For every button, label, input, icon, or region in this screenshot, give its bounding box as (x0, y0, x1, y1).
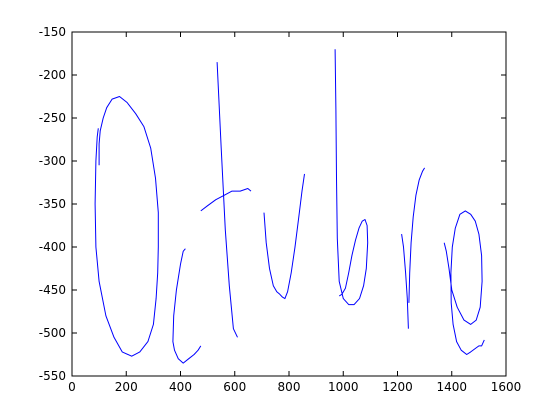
series-line-4 (200, 188, 252, 212)
series-line-3 (216, 62, 238, 338)
x-tick-label-7: 1200 (382, 380, 413, 394)
series-line-7 (401, 234, 409, 329)
series-line-5 (263, 173, 305, 300)
y-tick-label-4: -300 (39, 154, 66, 168)
y-tick-label-7: -450 (39, 283, 66, 297)
series-layer (94, 49, 485, 364)
x-tick-label-4: 600 (223, 380, 246, 394)
x-tick-label-8: 1400 (436, 380, 467, 394)
series-line-2 (172, 248, 202, 364)
y-tick-label-1: -150 (39, 25, 66, 39)
series-line-6 (334, 49, 369, 306)
y-tick-label-9: -550 (39, 369, 66, 383)
y-tick-label-2: -200 (39, 68, 66, 82)
series-line-8 (408, 167, 426, 303)
y-tick-label-8: -500 (39, 326, 66, 340)
y-tick-label-3: -250 (39, 111, 66, 125)
x-tick-label-3: 400 (169, 380, 192, 394)
x-tick-label-9: 1600 (491, 380, 522, 394)
series-line-1 (94, 96, 159, 357)
x-tick-label-5: 800 (278, 380, 301, 394)
plot-area (71, 31, 507, 377)
x-tick-label-2: 200 (115, 380, 138, 394)
series-line-9 (443, 210, 485, 355)
axis-layer: 0 200 400 600 800 1000 1200 1400 1600 -150 -200 -25… (39, 25, 522, 394)
y-tick-label-6: -400 (39, 240, 66, 254)
x-tick-label-1: 0 (68, 380, 76, 394)
y-tick-label-5: -350 (39, 197, 66, 211)
x-tick-label-6: 1000 (328, 380, 359, 394)
